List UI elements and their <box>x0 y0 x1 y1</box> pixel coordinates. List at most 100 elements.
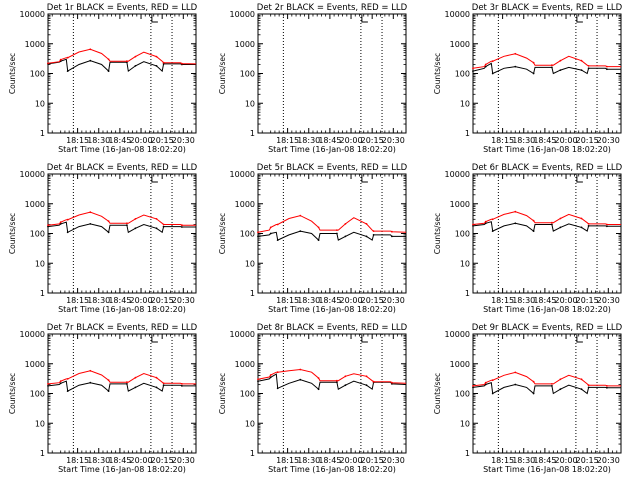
y-tick-label: 1000 <box>25 40 45 49</box>
events-series-line <box>257 230 406 242</box>
events-point <box>372 234 375 236</box>
lld-point <box>66 378 69 380</box>
x-tick-label: 18:30 <box>87 136 110 145</box>
y-tick-label: 10000 <box>445 330 470 339</box>
y-tick-label: 1000 <box>450 360 470 369</box>
y-tick-label: 100 <box>30 230 45 239</box>
x-tick-label: 20:15 <box>151 136 174 145</box>
x-axis-label: Start Time (16-Jan-08 18:02:20) <box>483 465 611 474</box>
events-point <box>162 384 165 387</box>
events-point <box>344 235 347 238</box>
events-point <box>491 72 494 75</box>
events-point <box>606 68 608 71</box>
x-tick-label: 20:30 <box>172 136 195 145</box>
lld-point <box>344 223 347 225</box>
lld-point <box>257 378 259 381</box>
lld-point <box>47 62 49 65</box>
lld-point <box>514 371 517 374</box>
events-point <box>559 69 562 71</box>
x-tick-label: 20:15 <box>576 456 599 465</box>
y-tick-label: 100 <box>30 390 45 399</box>
x-tick-label: 18:15 <box>491 136 514 145</box>
bracket-mark <box>576 335 583 343</box>
lld-point <box>336 379 338 382</box>
events-point <box>344 384 347 387</box>
events-point <box>107 231 110 234</box>
lld-point <box>580 378 583 381</box>
x-axis-label: Start Time (16-Jan-08 18:02:20) <box>268 465 396 474</box>
events-point <box>269 232 272 235</box>
lld-point <box>491 218 494 221</box>
x-tick-label: 20:15 <box>151 456 174 465</box>
y-tick-label: 100 <box>455 70 470 79</box>
events-point <box>107 70 110 72</box>
events-point <box>47 385 49 387</box>
x-tick-label: 20:00 <box>129 296 152 305</box>
events-point <box>317 239 320 242</box>
x-tick-label: 18:45 <box>318 296 341 305</box>
bracket-mark <box>361 15 368 23</box>
x-tick-label: 20:00 <box>339 136 362 145</box>
lld-point <box>299 214 302 217</box>
chart-panel-5: Det 5r BLACK = Events, RED = LLD 1 10 100 10… <box>218 163 408 314</box>
lld-point <box>484 63 487 66</box>
x-tick-label: 20:30 <box>172 296 195 305</box>
x-tick-label: 20:30 <box>597 296 620 305</box>
events-point <box>551 223 553 226</box>
x-tick-label: 20:30 <box>382 296 405 305</box>
lld-point <box>47 383 49 385</box>
events-point <box>299 230 302 233</box>
plot-frame <box>472 333 622 454</box>
chart-title: Det 1r BLACK = Events, RED = LLD <box>47 3 198 13</box>
y-tick-label: 10000 <box>230 10 255 19</box>
lld-point <box>336 229 338 232</box>
events-point <box>269 376 272 379</box>
lld-point <box>365 223 368 225</box>
y-tick-label: 10 <box>35 99 45 108</box>
y-tick-label: 1000 <box>235 360 255 369</box>
y-tick-label: 10 <box>245 259 255 268</box>
bracket-mark <box>361 335 368 343</box>
lld-point <box>514 210 517 213</box>
x-tick-label: 20:30 <box>172 456 195 465</box>
lld-point <box>107 220 110 223</box>
events-point <box>299 378 302 381</box>
x-tick-label: 20:15 <box>361 136 384 145</box>
y-tick-label: 10 <box>460 419 470 428</box>
events-point <box>257 380 259 383</box>
lld-point <box>606 385 608 387</box>
events-point <box>606 225 608 228</box>
y-axis-label: Counts/sec <box>433 53 442 94</box>
events-point <box>134 227 137 230</box>
lld-point <box>59 380 62 383</box>
events-point <box>134 65 137 67</box>
lld-point <box>532 219 535 222</box>
events-series-line <box>47 58 196 73</box>
y-tick-label: 10000 <box>445 10 470 19</box>
x-tick-label: 20:30 <box>382 136 405 145</box>
events-point <box>89 223 92 225</box>
chart-title: Det 3r BLACK = Events, RED = LLD <box>472 3 623 13</box>
events-point <box>532 230 535 233</box>
events-point <box>66 390 69 392</box>
events-point <box>155 65 158 67</box>
x-tick-label: 18:45 <box>318 136 341 145</box>
x-tick-label: 20:30 <box>597 136 620 145</box>
events-point <box>365 235 368 238</box>
events-point <box>491 230 494 233</box>
plot-frame <box>257 13 407 134</box>
events-point <box>514 222 517 225</box>
y-axis-label: Counts/sec <box>8 53 17 94</box>
events-point <box>580 226 583 229</box>
chart-title: Det 7r BLACK = Events, RED = LLD <box>47 323 198 333</box>
lld-point <box>532 61 535 64</box>
events-point <box>514 383 517 386</box>
plot-frame <box>47 173 197 294</box>
lld-point <box>484 381 487 384</box>
lld-point <box>155 218 158 220</box>
lld-point <box>551 383 553 385</box>
events-point <box>580 388 583 391</box>
x-tick-label: 18:30 <box>87 296 110 305</box>
events-point <box>532 72 535 75</box>
lld-point <box>606 65 608 68</box>
